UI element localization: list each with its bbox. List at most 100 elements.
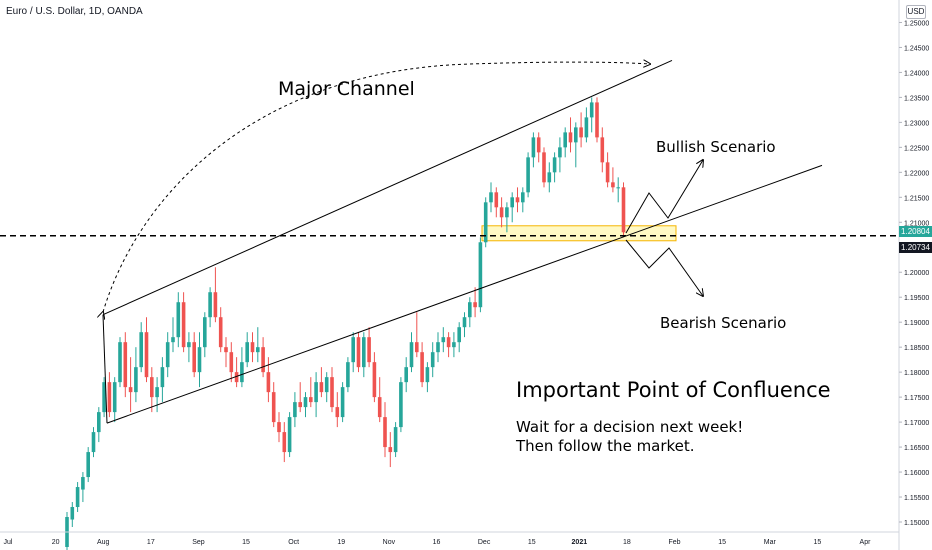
x-tick-label: Feb — [669, 539, 681, 546]
y-tick-label: 1.15500 — [904, 495, 929, 502]
x-tick-label: 18 — [623, 539, 631, 546]
bullish-candle — [86, 452, 90, 478]
bullish-candle — [287, 417, 292, 453]
bullish-candle — [97, 412, 101, 433]
note-line-2: Then follow the market. — [516, 437, 695, 455]
bullish-candle — [70, 507, 75, 520]
y-tick-label: 1.16000 — [904, 470, 929, 477]
y-tick-label: 1.21000 — [904, 220, 929, 227]
y-tick-label: 1.16500 — [904, 445, 929, 452]
bearish-candle — [250, 342, 255, 353]
bearish-candle — [282, 432, 287, 453]
current-price-tag: 1.20804 — [899, 226, 932, 238]
y-tick-label: 1.20000 — [904, 270, 929, 277]
bearish-candle — [261, 347, 265, 373]
x-tick-label: Oct — [288, 539, 299, 546]
bullish-candle — [510, 197, 514, 208]
y-tick-label: 1.17000 — [904, 420, 929, 427]
bullish-candle — [324, 377, 329, 393]
bearish-candle — [473, 302, 477, 308]
bullish-candle — [160, 367, 165, 388]
x-tick-label: 20 — [52, 539, 60, 546]
x-tick-label: 16 — [433, 539, 441, 546]
bullish-candle — [489, 192, 493, 203]
x-tick-label: 15 — [242, 539, 250, 546]
y-tick-label: 1.18500 — [904, 345, 929, 352]
bullish-candle — [102, 382, 106, 413]
x-tick-label: 15 — [813, 539, 821, 546]
bearish-candle — [388, 447, 393, 453]
bearish-candle — [144, 332, 149, 378]
bearish-candle — [277, 422, 281, 433]
y-tick-label: 1.22500 — [904, 145, 929, 152]
bullish-candle — [245, 342, 249, 363]
bullish-candle — [558, 147, 562, 158]
bearish-candle — [579, 127, 583, 138]
bearish-candle — [107, 382, 112, 413]
x-tick-label: Dec — [478, 539, 491, 546]
bullish-candle — [547, 172, 552, 183]
y-tick-label: 1.15000 — [904, 520, 929, 527]
bearish-candle — [372, 362, 377, 398]
bullish-candle — [346, 362, 350, 388]
bullish-candle — [112, 382, 117, 413]
x-tick-label: 15 — [718, 539, 726, 546]
confluence-heading: Important Point of Confluence — [516, 378, 831, 402]
bullish-candle — [505, 207, 509, 218]
bearish-candle — [494, 192, 499, 208]
bullish-candle — [118, 342, 122, 383]
bullish-candle — [155, 387, 159, 398]
bullish-candle — [340, 387, 345, 418]
y-tick-label: 1.24000 — [904, 70, 929, 77]
bullish-candle — [171, 337, 175, 343]
bearish-candle — [600, 137, 605, 163]
bullish-candle — [526, 157, 530, 193]
x-tick-label: Sep — [192, 539, 205, 546]
bullish-candle — [197, 347, 202, 373]
bullish-candle — [362, 337, 366, 368]
bullish-candle — [139, 332, 143, 368]
bullish-scenario-path — [625, 160, 703, 234]
y-tick-label: 1.19500 — [904, 295, 929, 302]
bearish-candle — [377, 397, 382, 418]
bullish-candle — [616, 187, 620, 189]
bearish-candle — [123, 342, 128, 388]
y-tick-label: 1.22000 — [904, 170, 929, 177]
bearish-candle — [356, 337, 361, 368]
note-text: Wait for a decision next week! Then foll… — [516, 418, 743, 456]
bullish-candle — [314, 382, 318, 403]
bullish-candle — [351, 337, 355, 363]
bearish-candle — [335, 407, 340, 418]
bullish-candle — [409, 342, 414, 368]
bearish-candle — [128, 387, 133, 393]
bullish-candle — [552, 157, 557, 173]
bullish-candle — [256, 347, 260, 353]
level-price-tag: 1.20734 — [899, 241, 932, 253]
y-tick-label: 1.23500 — [904, 95, 929, 102]
bullish-candle — [457, 327, 461, 343]
x-tick-label: Apr — [860, 539, 872, 546]
x-tick-label: Aug — [97, 539, 110, 546]
bearish-candle — [309, 397, 313, 403]
y-tick-label: 1.17500 — [904, 395, 929, 402]
bearish-candle — [181, 302, 186, 348]
bearish-candle — [330, 377, 334, 408]
bearish-candle — [271, 392, 276, 423]
bearish-candle — [605, 162, 610, 183]
bullish-candle — [478, 242, 483, 308]
bullish-candle — [468, 302, 472, 318]
bearish-candle — [367, 337, 371, 363]
major-channel-label: Major Channel — [278, 78, 415, 100]
currency-button[interactable]: USD — [906, 5, 926, 19]
bullish-candle — [574, 127, 578, 143]
bullish-candle — [430, 352, 435, 368]
bearish-candle — [383, 417, 387, 448]
x-tick-label: Mar — [764, 539, 777, 546]
bearish-candle — [266, 372, 271, 393]
bearish-candle — [298, 402, 302, 408]
channel-height-arc — [103, 62, 650, 312]
bullish-candle — [452, 342, 456, 348]
bearish-candle — [150, 377, 154, 398]
